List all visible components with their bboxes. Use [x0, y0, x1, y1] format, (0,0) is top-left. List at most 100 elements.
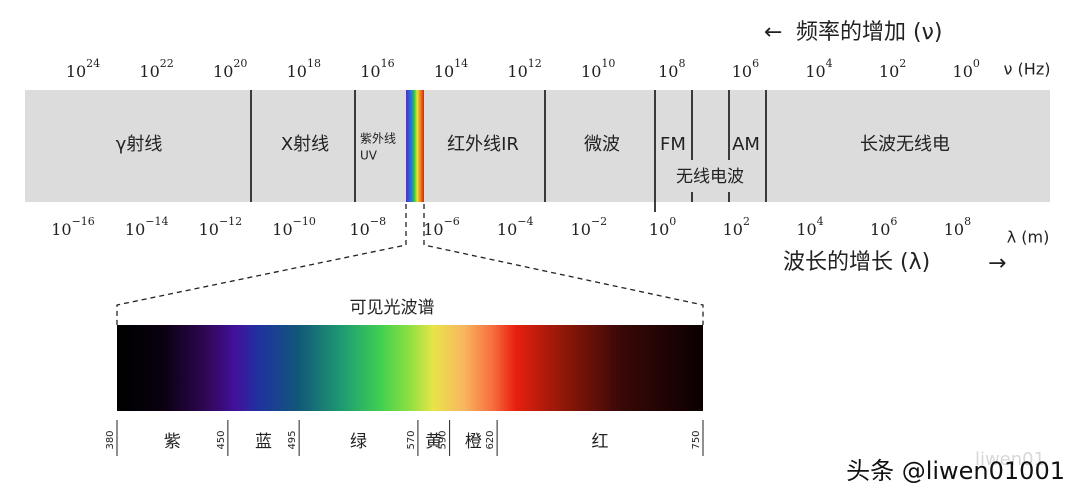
- frequency-tick: 106: [732, 57, 759, 81]
- frequency-tick: 102: [879, 57, 906, 81]
- region-label: AM: [732, 134, 760, 155]
- frequency-tick-base: 10: [879, 62, 899, 81]
- wavelength-tick-base: 10: [723, 220, 743, 239]
- wavelength-tick-exponent: 2: [743, 215, 750, 228]
- wavelength-tick-exponent: −2: [591, 215, 607, 228]
- wavelength-tick: 10−6: [423, 215, 460, 239]
- wavelength-tick: 10−8: [350, 215, 387, 239]
- frequency-tick: 1020: [213, 57, 247, 81]
- wavelength-tick-exponent: 6: [890, 215, 897, 228]
- wavelength-mark-label: 495: [287, 430, 298, 449]
- wavelength-tick: 10−10: [272, 215, 316, 239]
- frequency-tick: 1024: [66, 57, 100, 81]
- wavelength-tick-exponent: 4: [817, 215, 824, 228]
- wavelength-mark-label: 570: [406, 430, 417, 449]
- region-label: 长波无线电: [860, 134, 950, 155]
- wavelength-tick-base: 10: [423, 220, 443, 239]
- radio-label: 无线电波: [676, 167, 744, 187]
- region-label: X射线: [281, 134, 329, 155]
- frequency-tick: 1014: [434, 57, 468, 81]
- wavelength-mark-label: 620: [485, 430, 496, 449]
- wavelength-tick: 102: [723, 215, 750, 239]
- wavelength-tick-exponent: −6: [444, 215, 460, 228]
- frequency-unit: ν (Hz): [1004, 60, 1051, 79]
- frequency-tick-exponent: 10: [601, 57, 615, 70]
- wavelength-tick-exponent: −16: [72, 215, 95, 228]
- wavelength-tick: 10−14: [125, 215, 169, 239]
- wavelength-tick: 10−4: [497, 215, 534, 239]
- region-label: 紫外线: [360, 132, 396, 146]
- frequency-tick-base: 10: [434, 62, 454, 81]
- frequency-tick-exponent: 8: [678, 57, 685, 70]
- frequency-tick-base: 10: [953, 62, 973, 81]
- wavelength-tick: 100: [649, 215, 676, 239]
- wavelength-tick-exponent: −12: [219, 215, 242, 228]
- wavelength-tick-base: 10: [199, 220, 219, 239]
- wavelength-tick-base: 10: [51, 220, 71, 239]
- wavelength-mark-label: 450: [216, 430, 227, 449]
- wavelength-tick: 10−12: [199, 215, 243, 239]
- wavelength-mark-label: 750: [691, 430, 702, 449]
- frequency-tick-base: 10: [360, 62, 380, 81]
- frequency-tick-base: 10: [805, 62, 825, 81]
- wavelength-tick-exponent: −4: [517, 215, 533, 228]
- wavelength-tick: 108: [944, 215, 971, 239]
- wavelength-tick: 10−16: [51, 215, 95, 239]
- wavelength-tick: 10−2: [571, 215, 608, 239]
- frequency-tick-base: 10: [213, 62, 233, 81]
- wavelength-mark-label: 590: [438, 430, 449, 449]
- frequency-tick: 100: [953, 57, 980, 81]
- frequency-tick-exponent: 2: [899, 57, 906, 70]
- wavelength-tick: 106: [870, 215, 897, 239]
- watermark: 头条 @liwen01001: [846, 457, 1065, 485]
- frequency-tick: 1010: [581, 57, 615, 81]
- region-label: FM: [660, 134, 686, 155]
- region-label: γ射线: [116, 134, 163, 155]
- wavelength-tick-base: 10: [272, 220, 292, 239]
- visible-title: 可见光波谱: [350, 298, 435, 318]
- frequency-tick-base: 10: [732, 62, 752, 81]
- zoom-lines: [116, 204, 704, 325]
- frequency-tick-exponent: 0: [973, 57, 980, 70]
- wavelength-tick-exponent: −14: [145, 215, 168, 228]
- color-label: 红: [592, 432, 609, 452]
- frequency-tick-exponent: 14: [454, 57, 468, 70]
- region-label: 红外线IR: [447, 134, 519, 155]
- frequency-tick: 1022: [139, 57, 173, 81]
- region-label: 微波: [584, 134, 620, 155]
- frequency-tick-exponent: 16: [381, 57, 395, 70]
- wavelength-tick-base: 10: [497, 220, 517, 239]
- wavelength-tick-base: 10: [870, 220, 890, 239]
- frequency-label: 频率的增加 (ν): [796, 20, 942, 45]
- frequency-tick-base: 10: [139, 62, 159, 81]
- frequency-arrow: ←: [764, 20, 782, 45]
- frequency-tick-base: 10: [507, 62, 527, 81]
- color-label: 橙: [465, 432, 482, 452]
- frequency-tick-base: 10: [287, 62, 307, 81]
- wavelength-arrow: →: [988, 251, 1006, 276]
- wavelength-tick-base: 10: [350, 220, 370, 239]
- region-label: UV: [360, 149, 378, 163]
- frequency-tick-base: 10: [66, 62, 86, 81]
- frequency-tick-exponent: 6: [752, 57, 759, 70]
- spectrum-band: [25, 90, 1050, 202]
- frequency-tick: 104: [805, 57, 832, 81]
- frequency-tick-exponent: 12: [528, 57, 542, 70]
- watermark-faint: liwen01: [975, 449, 1045, 470]
- visible-strip: [406, 90, 424, 202]
- wavelength-tick-base: 10: [944, 220, 964, 239]
- color-label: 紫: [164, 432, 181, 452]
- frequency-tick-exponent: 18: [307, 57, 321, 70]
- frequency-tick-exponent: 22: [160, 57, 174, 70]
- visible-gradient: [117, 325, 703, 411]
- frequency-tick: 1018: [287, 57, 321, 81]
- wavelength-unit: λ (m): [1007, 228, 1050, 247]
- dividers: [250, 90, 767, 212]
- frequency-tick-base: 10: [581, 62, 601, 81]
- frequency-tick-exponent: 4: [826, 57, 833, 70]
- wavelength-tick-base: 10: [649, 220, 669, 239]
- wavelength-tick-exponent: −8: [370, 215, 386, 228]
- wavelength-tick-exponent: 0: [669, 215, 676, 228]
- frequency-tick: 108: [658, 57, 685, 81]
